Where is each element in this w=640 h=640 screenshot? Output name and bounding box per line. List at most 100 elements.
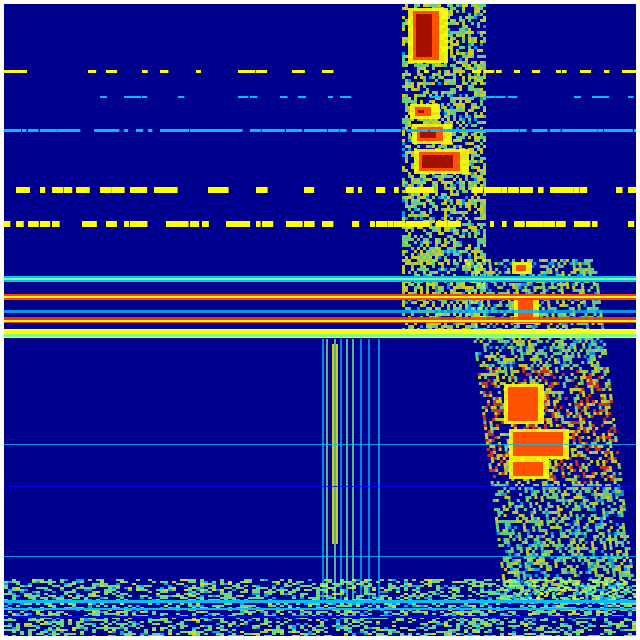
activity-cell xyxy=(508,553,512,556)
activity-cell xyxy=(517,505,521,508)
activity-cell xyxy=(577,382,581,385)
dotted-row xyxy=(514,129,519,132)
activity-cell xyxy=(599,367,603,370)
activity-cell xyxy=(573,475,577,478)
noise-cell xyxy=(168,587,172,589)
activity-cell xyxy=(474,322,478,325)
activity-cell xyxy=(528,568,532,571)
activity-cell xyxy=(411,229,414,232)
activity-cell xyxy=(595,379,599,382)
activity-cell xyxy=(611,559,614,562)
activity-cell xyxy=(581,589,585,592)
activity-cell xyxy=(541,481,545,484)
activity-cell xyxy=(583,526,587,529)
activity-cell xyxy=(447,70,450,73)
activity-cell xyxy=(402,244,405,247)
activity-cell xyxy=(616,532,620,535)
activity-cell xyxy=(589,382,593,385)
activity-cell xyxy=(493,382,497,385)
noise-cell xyxy=(604,583,608,585)
activity-cell xyxy=(414,88,417,91)
activity-cell xyxy=(408,325,411,328)
activity-cell xyxy=(465,16,468,19)
activity-cell xyxy=(438,250,441,253)
activity-cell xyxy=(482,415,486,418)
activity-cell xyxy=(405,106,408,109)
activity-cell xyxy=(450,82,453,85)
dotted-row xyxy=(232,129,241,132)
activity-cell xyxy=(480,136,483,139)
activity-cell xyxy=(590,388,594,391)
activity-cell xyxy=(453,274,456,277)
activity-cell xyxy=(423,82,426,85)
dashed-row xyxy=(160,187,171,193)
activity-cell xyxy=(506,484,509,487)
activity-cell xyxy=(563,463,567,466)
dashed-row xyxy=(538,187,544,193)
activity-cell xyxy=(444,244,447,247)
activity-cell xyxy=(474,193,477,196)
activity-cell xyxy=(453,109,456,112)
activity-cell xyxy=(480,205,483,208)
activity-cell xyxy=(570,550,574,553)
activity-cell xyxy=(503,292,507,295)
activity-cell xyxy=(450,109,453,112)
noise-cell xyxy=(344,581,348,583)
activity-cell xyxy=(411,268,414,271)
activity-cell xyxy=(411,82,414,85)
dotted-row xyxy=(436,129,441,132)
activity-cell xyxy=(426,241,429,244)
noise-cell xyxy=(476,585,480,587)
noise-cell xyxy=(20,589,24,591)
activity-cell xyxy=(493,304,497,307)
activity-cell xyxy=(450,217,453,220)
activity-cell xyxy=(450,10,453,13)
noise-cell xyxy=(524,581,528,583)
activity-cell xyxy=(456,43,459,46)
dashed-row xyxy=(298,70,305,73)
activity-cell xyxy=(435,208,438,211)
dotted-row xyxy=(394,129,401,132)
dotted-row xyxy=(34,129,39,132)
activity-cell xyxy=(450,73,453,76)
activity-cell xyxy=(548,409,551,412)
activity-cell xyxy=(474,16,477,19)
noise-cell xyxy=(276,589,280,591)
activity-cell xyxy=(556,301,560,304)
activity-cell xyxy=(465,178,468,181)
activity-cell xyxy=(420,325,423,328)
activity-cell xyxy=(495,499,499,502)
activity-cell xyxy=(548,487,552,490)
activity-cell xyxy=(554,286,558,289)
activity-cell xyxy=(582,421,586,424)
activity-cell xyxy=(621,574,625,577)
activity-cell xyxy=(568,532,572,535)
activity-cell xyxy=(453,145,456,148)
activity-cell xyxy=(584,259,587,262)
dotted-row xyxy=(148,129,153,132)
activity-cell xyxy=(453,37,456,40)
activity-cell xyxy=(617,487,621,490)
activity-cell xyxy=(577,526,581,529)
activity-cell xyxy=(535,427,539,430)
activity-cell xyxy=(514,379,518,382)
activity-cell xyxy=(566,286,570,289)
activity-cell xyxy=(506,565,510,568)
hotspot xyxy=(518,297,533,321)
activity-cell xyxy=(573,547,577,550)
activity-cell xyxy=(592,283,596,286)
activity-cell xyxy=(486,271,490,274)
activity-cell xyxy=(468,142,471,145)
activity-cell xyxy=(569,262,573,265)
activity-cell xyxy=(561,322,565,325)
noise-cell xyxy=(460,581,464,583)
activity-cell xyxy=(503,514,507,517)
activity-cell xyxy=(527,562,531,565)
activity-cell xyxy=(459,4,462,7)
vertical-line xyxy=(378,339,380,604)
dashed-row xyxy=(130,96,142,98)
activity-cell xyxy=(498,370,502,373)
activity-cell xyxy=(574,532,578,535)
activity-cell xyxy=(601,508,605,511)
activity-cell xyxy=(525,574,529,577)
